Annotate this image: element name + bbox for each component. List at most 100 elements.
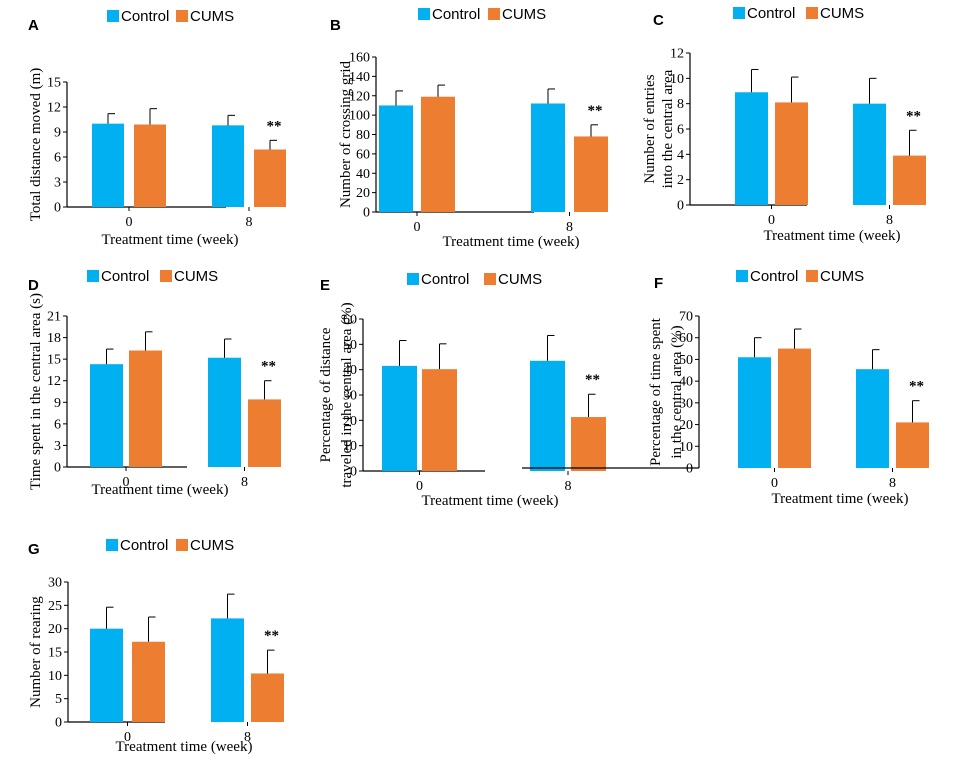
y-tick-label: 15 — [47, 76, 61, 91]
bar-control-week-8 — [212, 125, 244, 207]
legend-label-cums: CUMS — [190, 537, 234, 554]
panel-letter: B — [330, 17, 341, 34]
legend-label-cums: CUMS — [820, 5, 864, 22]
bar-control-week-8 — [856, 369, 889, 468]
legend-swatch-cums — [160, 270, 172, 282]
y-axis-title: Percentage of distance — [318, 327, 334, 462]
significance-mark: ** — [588, 103, 603, 119]
legend-swatch-control — [106, 539, 118, 551]
y-tick-label: 100 — [349, 109, 370, 124]
x-tick-label: 0 — [771, 476, 778, 491]
legend-label-control: Control — [421, 271, 469, 288]
y-tick-label: 0 — [55, 716, 62, 731]
panel-c: C Control CUMS 0 2 4 6 8 10 12 0 8 ** Treatment time … — [642, 5, 926, 244]
y-tick-label: 30 — [343, 389, 357, 404]
bar-control-week-0 — [735, 92, 768, 205]
panel-letter: E — [320, 277, 330, 294]
significance-mark: ** — [906, 108, 921, 124]
y-tick-label: 30 — [48, 576, 62, 591]
y-tick-label: 20 — [679, 418, 693, 433]
legend-swatch-control — [733, 7, 745, 19]
x-tick-label: 0 — [416, 479, 423, 494]
y-tick-label: 60 — [356, 147, 370, 162]
x-tick-label: 8 — [889, 476, 896, 491]
legend-label-cums: CUMS — [502, 6, 546, 23]
bar-cums-week-0 — [132, 641, 165, 722]
x-axis-title: Treatment time (week) — [443, 234, 580, 250]
legend-label-control: Control — [747, 5, 795, 22]
y-tick-label: 40 — [343, 363, 357, 378]
bar-cums-week-8 — [251, 673, 284, 722]
significance-mark: ** — [267, 118, 282, 134]
y-tick-label: 5 — [55, 692, 62, 707]
y-tick-label: 10 — [48, 669, 62, 684]
x-tick-label: 8 — [565, 479, 572, 494]
legend-swatch-control — [407, 273, 419, 285]
y-tick-label: 140 — [349, 70, 370, 85]
y-tick-label: 0 — [54, 461, 61, 476]
legend-swatch-control — [418, 8, 430, 20]
y-axis-title: Number of crossing grid — [338, 60, 354, 208]
legend-label-control: Control — [121, 8, 169, 25]
y-tick-label: 21 — [47, 310, 61, 325]
bar-cums-week-0 — [775, 102, 808, 205]
y-tick-label: 2 — [677, 173, 684, 188]
y-tick-label: 80 — [356, 128, 370, 143]
y-tick-label: 12 — [47, 101, 61, 116]
legend-label-cums: CUMS — [498, 271, 542, 288]
y-tick-label: 20 — [356, 186, 370, 201]
bar-cums-week-8 — [254, 149, 286, 207]
x-tick-label: 8 — [241, 475, 248, 490]
bar-control-week-8 — [853, 103, 886, 205]
y-tick-label: 15 — [48, 646, 62, 661]
bar-control-week-0 — [379, 105, 413, 212]
y-axis-title: Number of entries — [642, 74, 658, 183]
legend-label-control: Control — [120, 537, 168, 554]
y-axis-title: Total distance moved (m) — [28, 68, 44, 222]
legend-swatch-cums — [806, 270, 818, 282]
y-tick-label: 40 — [679, 375, 693, 390]
panel-g: G Control CUMS 0 5 10 15 20 25 30 0 8 ** Treatment ti… — [28, 537, 284, 755]
bar-control-week-0 — [90, 628, 123, 722]
y-tick-label: 9 — [54, 126, 61, 141]
legend-label-control: Control — [750, 268, 798, 285]
bar-cums-week-0 — [134, 124, 166, 207]
y-tick-label: 6 — [54, 417, 61, 432]
x-tick-label: 8 — [566, 220, 573, 235]
panel-d: D Control CUMS 0 3 6 9 12 15 18 21 0 8 ** Treatment ti… — [28, 268, 281, 498]
panel-b: B Control CUMS 0 20 40 60 80 100 120 140 160 0 8 ** Tre… — [330, 6, 608, 250]
x-tick-label: 0 — [768, 213, 775, 228]
x-tick-label: 8 — [246, 215, 253, 230]
y-tick-label: 0 — [686, 462, 693, 477]
x-axis-title: Treatment time (week) — [116, 739, 253, 755]
y-tick-label: 6 — [677, 123, 684, 138]
x-tick-label: 0 — [126, 215, 133, 230]
y-tick-label: 20 — [343, 414, 357, 429]
x-tick-label: 0 — [124, 730, 131, 745]
legend-label-control: Control — [101, 268, 149, 285]
panel-letter: A — [28, 17, 39, 34]
y-axis-title: Number of rearing — [28, 596, 44, 708]
bar-control-week-0 — [382, 365, 417, 471]
y-tick-label: 8 — [677, 97, 684, 112]
bar-cums-week-8 — [896, 422, 929, 468]
panel-letter: C — [653, 12, 664, 29]
y-tick-label: 30 — [679, 396, 693, 411]
bar-cums-week-0 — [778, 348, 811, 468]
y-tick-label: 3 — [54, 439, 61, 454]
y-axis-title: Time spent in the central area (s) — [28, 293, 44, 490]
bar-control-week-8 — [531, 103, 565, 212]
legend-swatch-cums — [806, 7, 818, 19]
x-axis-title: Treatment time (week) — [772, 491, 909, 507]
y-tick-label: 50 — [679, 353, 693, 368]
bar-control-week-8 — [530, 360, 565, 471]
x-tick-label: 0 — [414, 220, 421, 235]
panel-f: F Control CUMS 0 10 20 30 40 50 60 70 0 8 ** Treatment… — [522, 268, 929, 507]
y-tick-label: 12 — [47, 374, 61, 389]
y-tick-label: 12 — [670, 47, 684, 62]
y-tick-label: 20 — [48, 622, 62, 637]
x-tick-label: 0 — [123, 475, 130, 490]
legend-label-cums: CUMS — [174, 268, 218, 285]
legend-swatch-control — [107, 10, 119, 22]
